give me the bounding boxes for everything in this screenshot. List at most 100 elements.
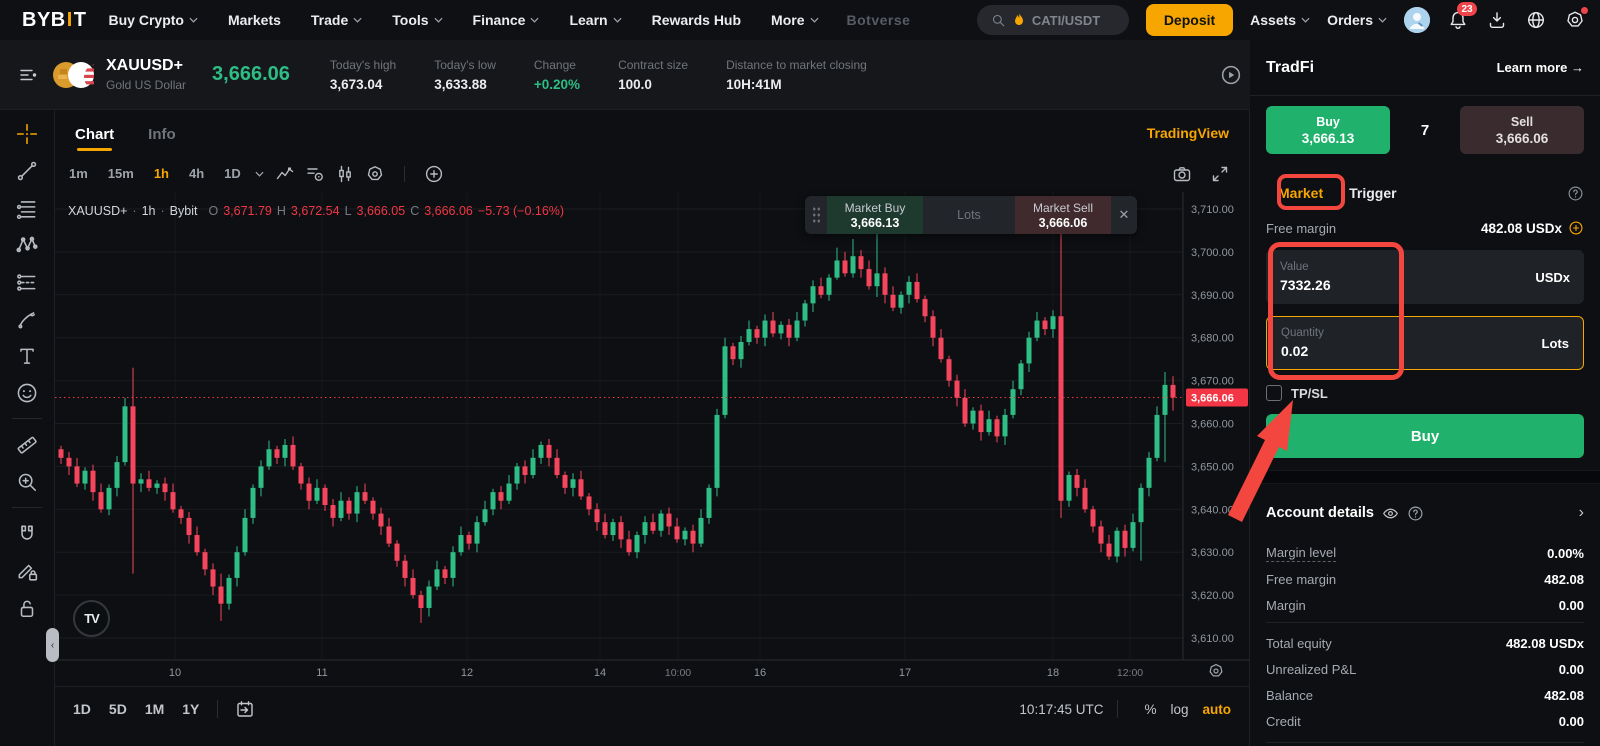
chart-style-icon[interactable] bbox=[270, 161, 300, 187]
crosshair-icon[interactable] bbox=[10, 118, 44, 149]
tab-market[interactable]: Market bbox=[1278, 185, 1324, 201]
log-scale-button[interactable]: log bbox=[1170, 701, 1189, 717]
emoji-icon[interactable] bbox=[10, 377, 44, 408]
trend-line-icon[interactable] bbox=[10, 155, 44, 186]
nav-item-tools[interactable]: Tools bbox=[392, 12, 443, 28]
tpsl-checkbox[interactable] bbox=[1266, 385, 1282, 401]
tpsl-row: TP/SL bbox=[1266, 383, 1328, 403]
account-details-header[interactable]: Account details › bbox=[1266, 498, 1584, 528]
settings-icon[interactable] bbox=[1564, 7, 1588, 31]
panel-title: TradFi bbox=[1266, 58, 1315, 76]
instrument-list-icon[interactable] bbox=[18, 65, 38, 85]
quantity-amount: 0.02 bbox=[1281, 343, 1309, 359]
account-row: Balance 482.08 bbox=[1266, 687, 1584, 703]
range-1y[interactable]: 1Y bbox=[182, 701, 200, 717]
tradingview-watermark[interactable]: TV bbox=[73, 600, 110, 637]
range-1d[interactable]: 1D bbox=[73, 701, 91, 717]
deposit-button[interactable]: Deposit bbox=[1145, 4, 1234, 36]
timeframe-15m[interactable]: 15m bbox=[107, 166, 134, 181]
help-icon[interactable] bbox=[1567, 185, 1584, 202]
brush-icon[interactable] bbox=[10, 303, 44, 334]
candlestick-chart[interactable]: 3,710.00 3,700.00 3,690.00 3,680.00 3,670.00… bbox=[55, 192, 1250, 686]
nav-item-orders[interactable]: Orders bbox=[1327, 12, 1387, 28]
nav-item-rewards-hub[interactable]: Rewards Hub bbox=[651, 12, 742, 28]
xabcd-pattern-icon[interactable] bbox=[10, 229, 44, 260]
position-tool-icon[interactable] bbox=[10, 266, 44, 297]
pair-selector[interactable]: XAUUSD+ Gold US Dollar bbox=[106, 57, 186, 92]
camera-icon[interactable] bbox=[1167, 161, 1197, 187]
nav-item-learn[interactable]: Learn bbox=[569, 12, 622, 28]
utc-clock[interactable]: 10:17:45 UTC bbox=[1019, 701, 1104, 717]
fib-lines-icon[interactable] bbox=[10, 192, 44, 223]
question-icon[interactable] bbox=[1407, 505, 1424, 522]
compare-icon[interactable] bbox=[330, 161, 360, 187]
nav-item-assets[interactable]: Assets bbox=[1250, 12, 1310, 28]
nav-item-buy-crypto[interactable]: Buy Crypto bbox=[109, 12, 198, 28]
text-tool-icon[interactable] bbox=[10, 340, 44, 371]
account-details-title: Account details bbox=[1266, 505, 1374, 521]
search-input[interactable]: CATI/USDT bbox=[976, 5, 1129, 35]
tradingview-link[interactable]: TradingView bbox=[1146, 124, 1229, 141]
globe-language-icon[interactable] bbox=[1525, 9, 1547, 31]
timeframe-1m[interactable]: 1m bbox=[69, 166, 88, 181]
nav-item-more[interactable]: More bbox=[771, 12, 819, 28]
nav-item-trade[interactable]: Trade bbox=[311, 12, 362, 28]
notifications-bell-icon[interactable]: 23 bbox=[1447, 2, 1478, 31]
bybit-logo[interactable]: BYB I T bbox=[22, 8, 87, 31]
percent-scale-button[interactable]: % bbox=[1144, 701, 1157, 717]
calendar-goto-icon[interactable] bbox=[230, 696, 260, 722]
legend-close: 3,666.06 bbox=[424, 204, 473, 218]
auto-scale-button[interactable]: auto bbox=[1202, 701, 1232, 717]
buy-submit-button[interactable]: Buy bbox=[1266, 414, 1584, 458]
magnet-icon[interactable] bbox=[10, 518, 44, 549]
indicators-icon[interactable] bbox=[300, 161, 330, 187]
eye-icon[interactable] bbox=[1382, 505, 1399, 522]
range-5d[interactable]: 5D bbox=[108, 701, 127, 717]
chart-settings-icon[interactable] bbox=[360, 161, 390, 187]
svg-text:3,630.00: 3,630.00 bbox=[1191, 547, 1234, 559]
range-1m[interactable]: 1M bbox=[144, 701, 165, 717]
widget-lots-input[interactable]: Lots bbox=[957, 208, 981, 222]
download-icon[interactable] bbox=[1486, 9, 1508, 31]
svg-text:10:00: 10:00 bbox=[665, 667, 691, 679]
nav-right: CATI/USDT Deposit Assets Orders 23 bbox=[976, 2, 1588, 36]
chart-pane[interactable]: 3,710.00 3,700.00 3,690.00 3,680.00 3,670.00… bbox=[46, 192, 1250, 686]
zoom-in-icon[interactable] bbox=[10, 466, 44, 497]
tutorial-play-icon[interactable] bbox=[1220, 64, 1242, 86]
learn-more-link[interactable]: Learn more → bbox=[1496, 60, 1584, 75]
notification-badge: 23 bbox=[1457, 2, 1478, 16]
tab-trigger[interactable]: Trigger bbox=[1349, 185, 1397, 201]
nav-item-markets[interactable]: Markets bbox=[227, 12, 281, 28]
nav-item-finance[interactable]: Finance bbox=[473, 12, 540, 28]
value-input[interactable]: Value 7332.26 USDx bbox=[1266, 250, 1584, 304]
tab-info[interactable]: Info bbox=[148, 125, 176, 143]
widget-close-icon[interactable]: ✕ bbox=[1118, 207, 1130, 222]
timeframe-1h[interactable]: 1h bbox=[153, 166, 169, 181]
ruler-icon[interactable] bbox=[10, 429, 44, 460]
market-sell-button[interactable]: Market Sell 3,666.06 bbox=[1015, 196, 1111, 234]
account-row: Margin 0.00 bbox=[1266, 597, 1584, 613]
draw-lock-icon[interactable] bbox=[10, 555, 44, 586]
account-bottom-divider bbox=[1266, 742, 1584, 743]
buy-price-button[interactable]: Buy 3,666.13 bbox=[1266, 106, 1390, 154]
timeframe-1d[interactable]: 1D bbox=[224, 166, 241, 181]
axis-settings-icon[interactable] bbox=[1207, 662, 1225, 680]
widget-drag-handle[interactable] bbox=[805, 196, 827, 234]
sell-price-button[interactable]: Sell 3,666.06 bbox=[1460, 106, 1584, 154]
chevron-right-icon[interactable]: › bbox=[1578, 504, 1584, 521]
plus-circle-icon[interactable] bbox=[419, 161, 449, 187]
unlock-icon[interactable] bbox=[10, 592, 44, 623]
svg-text:3,666.06: 3,666.06 bbox=[1191, 393, 1234, 405]
quantity-input[interactable]: Quantity 0.02 Lots bbox=[1266, 316, 1584, 370]
timeframe-caret-icon[interactable] bbox=[255, 171, 264, 177]
toolbar-collapse-handle[interactable]: ‹ bbox=[46, 628, 59, 662]
market-buy-button[interactable]: Market Buy 3,666.13 bbox=[827, 196, 923, 234]
panel-separator bbox=[1250, 470, 1600, 484]
expand-icon[interactable] bbox=[1205, 161, 1235, 187]
timeframe-4h[interactable]: 4h bbox=[189, 166, 205, 181]
free-margin-value: 482.08 USDx bbox=[1480, 220, 1562, 236]
avatar[interactable] bbox=[1404, 7, 1430, 33]
nav-item-botverse[interactable]: Botverse bbox=[846, 12, 911, 28]
tab-chart[interactable]: Chart bbox=[75, 115, 114, 151]
add-funds-icon[interactable] bbox=[1568, 220, 1584, 236]
